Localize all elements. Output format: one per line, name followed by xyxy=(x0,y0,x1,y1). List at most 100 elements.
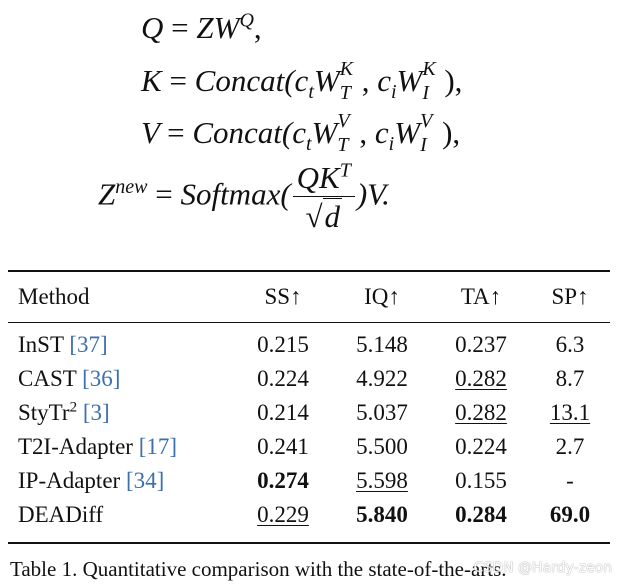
sp-value: 13.1 xyxy=(525,396,615,430)
ta-value: 0.237 xyxy=(455,332,507,357)
citation-link[interactable]: [37] xyxy=(69,332,108,357)
eq-v-func: Concat( xyxy=(192,115,293,150)
eq-v-b-w: W xyxy=(394,115,421,150)
method-cell: CAST [36] xyxy=(18,362,120,396)
ta-value: 0.282 xyxy=(436,396,526,430)
eq-k-lhs: K xyxy=(141,63,162,98)
method-name: DEADiff xyxy=(18,502,104,527)
table-row: DEADiff 0.229 5.840 0.284 69.0 xyxy=(0,498,626,532)
ss-value-underlined: 0.229 xyxy=(257,502,309,527)
method-name: CAST xyxy=(18,366,77,391)
eq-k-sep: , xyxy=(361,63,378,98)
eq-k-func: Concat( xyxy=(194,63,295,98)
ta-value: 0.224 xyxy=(455,434,507,459)
eq-z-num-sup: T xyxy=(339,159,351,182)
citation-link[interactable]: [36] xyxy=(82,366,121,391)
eq-k-tail: ), xyxy=(444,63,463,98)
table-header-row: Method SS↑ IQ↑ TA↑ SP↑ xyxy=(0,280,626,314)
method-name-sup: 2 xyxy=(69,399,78,416)
equation-q: Q = ZWQ, xyxy=(141,9,262,45)
table-row: T2I-Adapter [17] 0.241 5.500 0.224 2.7 xyxy=(0,430,626,464)
sp-value: 2.7 xyxy=(555,434,585,459)
eq-k-equals: = xyxy=(169,63,187,98)
sp-value: 6.3 xyxy=(555,332,585,357)
table-row: IP-Adapter [34] 0.274 5.598 0.155 - xyxy=(0,464,626,498)
table-row: InST [37] 0.215 5.148 0.237 6.3 xyxy=(0,328,626,362)
method-cell: StyTr2 [3] xyxy=(18,396,110,430)
table-caption: Table 1. Quantitative comparison with th… xyxy=(10,557,507,581)
table-mid-rule xyxy=(8,322,610,324)
ss-value: 0.241 xyxy=(257,434,309,459)
eq-v-a-var: c xyxy=(292,115,307,150)
eq-v-b-var: c xyxy=(374,115,389,150)
eq-k-b-sub2: I xyxy=(422,82,430,104)
sqrt-symbol: √ xyxy=(305,198,323,234)
eq-v-equals: = xyxy=(167,115,185,150)
eq-q-rhs: ZW xyxy=(196,10,240,45)
eq-v-a-sub2: T xyxy=(337,134,349,156)
ss-value: 0.215 xyxy=(257,332,309,357)
header-ta: TA↑ xyxy=(460,284,502,309)
eq-k-a-var: c xyxy=(294,63,309,98)
header-ss: SS↑ xyxy=(264,284,302,309)
eq-q-sup: Q xyxy=(239,9,254,32)
sp-value: - xyxy=(566,468,574,493)
eq-k-a-sup: K xyxy=(339,58,354,80)
ss-value: 0.224 xyxy=(257,366,309,391)
eq-z-num: QK xyxy=(296,160,340,195)
eq-z-lhs: Z xyxy=(98,176,116,212)
ta-value-underlined: 0.282 xyxy=(455,366,507,391)
eq-v-a-sup: V xyxy=(337,110,350,132)
ss-value: 0.214 xyxy=(257,400,309,425)
equation-v: V = Concat(ctW V T, ciW V I), xyxy=(141,111,461,155)
citation-link[interactable]: [17] xyxy=(138,434,178,459)
sp-value: 69.0 xyxy=(549,502,591,527)
eq-z-den: d xyxy=(322,197,343,234)
citation-link[interactable]: [34] xyxy=(125,468,165,493)
method-name: T2I-Adapter xyxy=(18,434,133,459)
header-sp: SP↑ xyxy=(551,284,589,309)
ta-value: 0.284 xyxy=(455,502,507,527)
method-cell: T2I-Adapter [17] xyxy=(18,430,177,464)
ss-value: 0.274 xyxy=(257,468,309,493)
table-top-rule xyxy=(8,270,610,272)
eq-z-numerator: QKT xyxy=(292,159,355,197)
iq-value: 5.148 xyxy=(356,332,408,357)
sp-value: 8.7 xyxy=(555,366,585,391)
ta-value-underlined: 0.282 xyxy=(455,400,507,425)
eq-v-tail: ), xyxy=(442,115,461,150)
eq-z-denominator: √d xyxy=(293,197,355,235)
eq-z-equals: = xyxy=(155,176,173,212)
eq-v-b-sub2: I xyxy=(420,134,427,156)
equation-z: Znew = Softmax(QKT √d)V. xyxy=(98,160,390,234)
ss-value: 0.229 xyxy=(238,498,328,532)
equation-k: K = Concat(ctW K T, ciW K I), xyxy=(141,59,463,103)
eq-q-lhs: Q xyxy=(141,10,164,45)
eq-k-b-var: c xyxy=(377,63,391,98)
iq-value: 4.922 xyxy=(356,366,408,391)
method-name: IP-Adapter xyxy=(18,468,121,493)
eq-v-sep: , xyxy=(359,115,375,150)
eq-k-a-sub: t xyxy=(308,81,314,104)
ta-value: 0.282 xyxy=(436,362,526,396)
eq-k-a-sub2: T xyxy=(339,82,351,104)
table-bottom-rule xyxy=(8,542,610,544)
citation-link[interactable]: [3] xyxy=(82,400,110,425)
eq-q-tail: , xyxy=(253,10,262,45)
eq-z-lhs-sup: new xyxy=(115,175,148,198)
iq-value: 5.840 xyxy=(356,502,408,527)
method-cell: IP-Adapter [34] xyxy=(18,464,164,498)
eq-v-a-w: W xyxy=(311,115,338,150)
table-row: CAST [36] 0.224 4.922 0.282 8.7 xyxy=(0,362,626,396)
eq-z-fraction: QKT √d xyxy=(292,159,355,235)
eq-z-func: Softmax( xyxy=(180,176,291,212)
eq-q-equals: = xyxy=(171,10,189,45)
eq-z-tail: )V. xyxy=(356,176,390,212)
eq-k-b-w: W xyxy=(396,63,423,98)
watermark: CSDN @Hardy-zeon xyxy=(473,560,612,576)
sp-value-underlined: 13.1 xyxy=(549,400,591,425)
